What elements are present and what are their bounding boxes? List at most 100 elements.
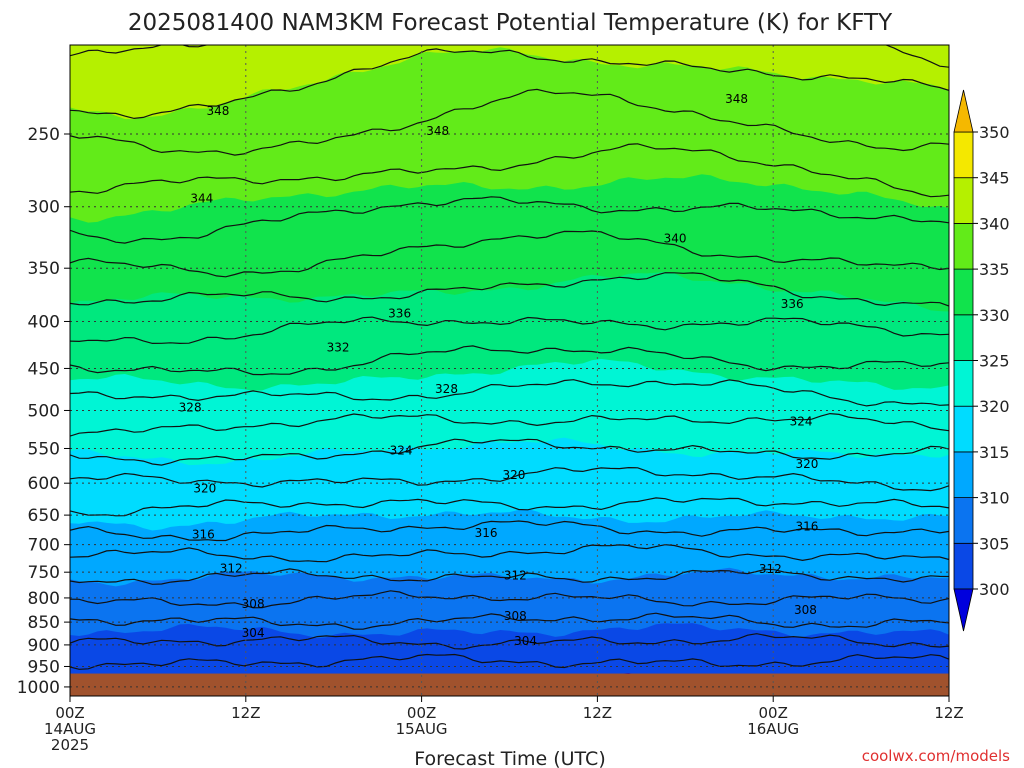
colorbar-swatch (953, 268, 974, 316)
colorbar-label: 330 (979, 306, 1010, 325)
colorbar-swatch (953, 497, 974, 544)
colorbar-max-arrow (953, 89, 974, 133)
colorbar-label: 320 (979, 397, 1010, 416)
contour-label: 344 (190, 192, 213, 206)
contour-label: 348 (725, 92, 748, 106)
contour-344 (70, 0, 949, 3)
colorbar-label: 315 (979, 443, 1010, 462)
contour-label: 312 (759, 562, 782, 576)
x-tick-label: 16AUG (747, 720, 799, 738)
colorbar-swatch (953, 405, 974, 453)
x-tick-label: 12Z (583, 704, 612, 722)
contour-label: 312 (220, 561, 243, 575)
colorbar-label: 325 (979, 352, 1010, 371)
contour-label: 304 (514, 634, 537, 648)
colorbar-label: 335 (979, 260, 1010, 279)
y-tick-label: 650 (28, 506, 60, 526)
contour-label: 316 (475, 526, 498, 540)
colorbar-swatch (953, 360, 974, 407)
contour-320 (70, 438, 949, 466)
colorbar-swatch (953, 222, 974, 270)
contour-label: 320 (502, 468, 525, 482)
contour-label: 312 (504, 568, 527, 582)
chart-title: 2025081400 NAM3KM Forecast Potential Tem… (128, 10, 893, 36)
ground-layer (70, 673, 949, 696)
contour-326 (70, 345, 949, 376)
y-tick-label: 600 (28, 474, 60, 494)
contour-labels: 348 348 348 344 340 336 336 332 328 328 324 324 320 3… (179, 92, 819, 648)
y-tick-label: 900 (28, 636, 60, 656)
contour-310 (70, 568, 949, 585)
contour-label: 308 (794, 603, 817, 617)
colorbar-swatch (953, 177, 974, 224)
x-axis-label: Forecast Time (UTC) (414, 748, 605, 768)
contour-label: 320 (795, 457, 818, 471)
contour-label: 316 (795, 520, 818, 534)
contour-314 (70, 520, 949, 542)
colorbar-swatch (953, 542, 974, 590)
plot-area: 348 348 348 344 340 336 336 332 328 328 324 324 320 3… (70, 0, 949, 696)
y-tick-label: 450 (28, 359, 60, 379)
contour-322 (70, 412, 949, 437)
y-tick-label: 350 (28, 259, 60, 279)
contour-338 (70, 88, 949, 156)
contour-label: 348 (207, 104, 230, 118)
isentrope-contours (70, 0, 949, 670)
y-tick-label: 700 (28, 536, 60, 556)
colorbar-label: 305 (979, 534, 1010, 553)
y-tick-label: 400 (28, 312, 60, 332)
x-tick-label: 00Z (55, 704, 84, 722)
contour-330 (70, 272, 949, 307)
contour-340 (70, 48, 949, 120)
contour-336 (70, 143, 949, 198)
credit-label: coolwx.com/models (862, 747, 1010, 765)
y-axis: 250 300 350 400 450 500 550 600 650 700 750 800 850 9… (17, 125, 70, 698)
y-tick-label: 750 (28, 563, 60, 583)
contour-label: 336 (781, 297, 804, 311)
contour-328 (70, 316, 949, 345)
x-tick-label: 00Z (759, 704, 788, 722)
colorbar-label: 300 (979, 580, 1010, 599)
y-tick-label: 950 (28, 657, 60, 677)
contour-306 (70, 612, 949, 630)
contour-334 (70, 196, 949, 244)
y-tick-label: 300 (28, 198, 60, 218)
contour-324 (70, 379, 949, 407)
x-tick-label: 14AUG (44, 720, 96, 738)
contour-308 (70, 590, 949, 609)
y-tick-label: 850 (28, 613, 60, 633)
x-tick-label: 00Z (407, 704, 436, 722)
contour-label: 348 (426, 124, 449, 138)
colorbar-min-arrow (953, 588, 974, 632)
contour-label: 324 (390, 444, 413, 458)
contour-label: 304 (242, 626, 265, 640)
colorbar-label: 340 (979, 214, 1010, 233)
x-tick-label: 15AUG (396, 720, 448, 738)
colorbar-label: 310 (979, 489, 1010, 508)
contour-label: 340 (664, 232, 687, 246)
plot-frame (69, 44, 950, 697)
colorbar-swatch (953, 451, 974, 498)
contour-318 (70, 466, 949, 492)
grid-lines (70, 45, 949, 696)
contour-label: 328 (179, 400, 202, 414)
contour-label: 308 (504, 609, 527, 623)
x-tick-label: 12Z (231, 704, 260, 722)
y-tick-label: 800 (28, 589, 60, 609)
contour-304 (70, 633, 949, 650)
contour-label: 328 (435, 382, 458, 396)
x-tick-label: 2025 (51, 736, 89, 754)
contour-label: 336 (388, 306, 411, 320)
y-tick-label: 1000 (17, 678, 60, 698)
contour-label: 316 (192, 527, 215, 541)
colorbar: 300 305 310 315 320 325 330 335 340 345 350 (953, 89, 1010, 632)
colorbar-swatch (953, 131, 974, 179)
colorbar-label: 350 (979, 123, 1010, 142)
colorbar-label: 345 (979, 169, 1010, 188)
contour-312 (70, 544, 949, 563)
contour-label: 324 (790, 414, 813, 428)
colorbar-swatch (953, 314, 974, 361)
contour-332 (70, 230, 949, 278)
